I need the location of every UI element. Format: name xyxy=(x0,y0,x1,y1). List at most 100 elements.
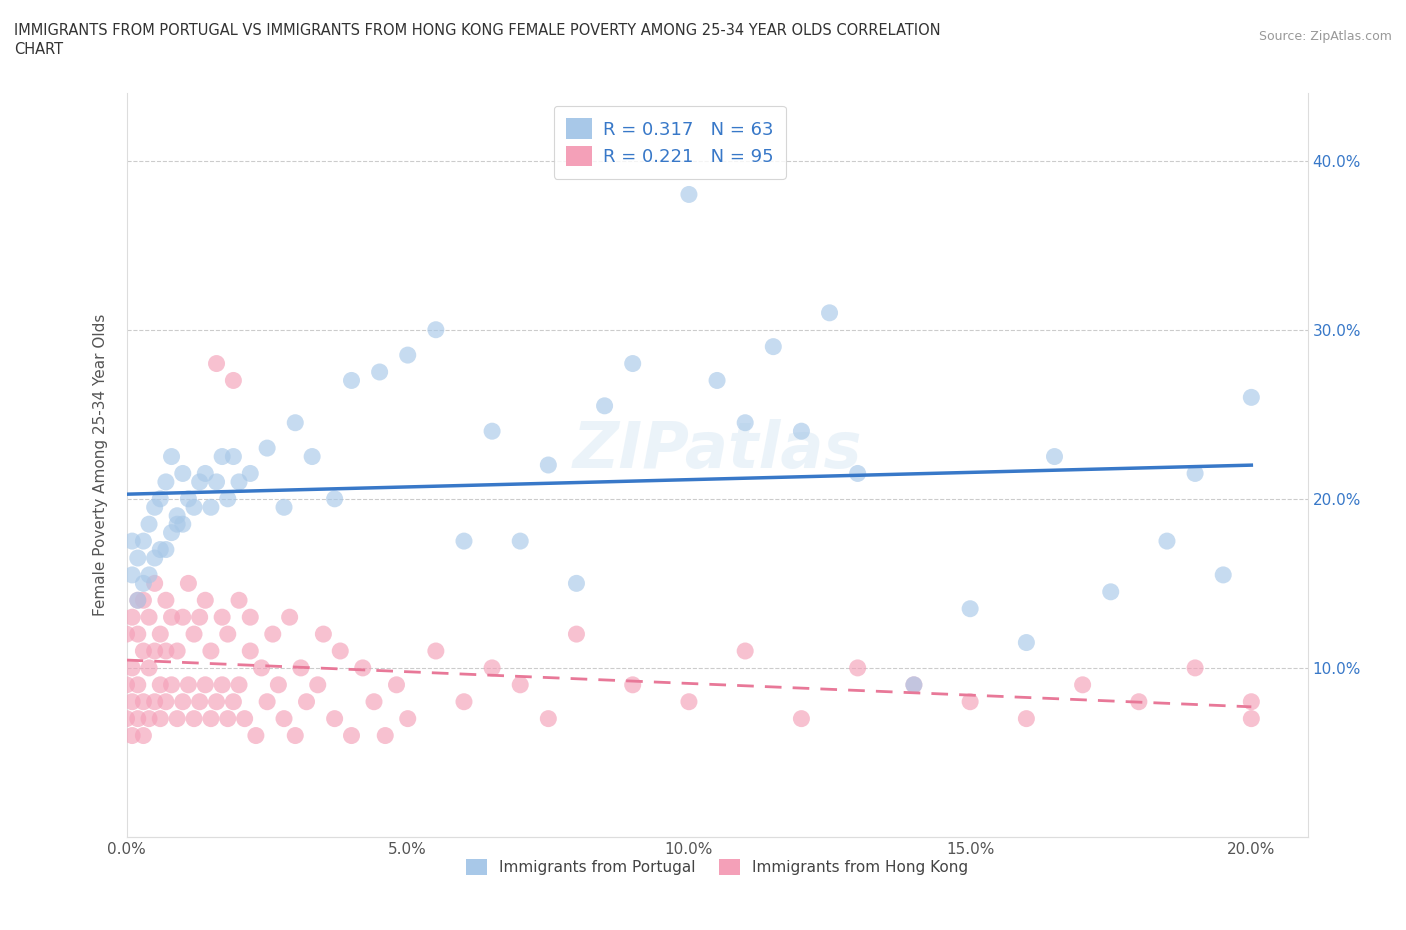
Point xyxy=(188,610,211,625)
Point xyxy=(1099,584,1122,599)
Point xyxy=(239,610,262,625)
Point xyxy=(143,576,166,591)
Point xyxy=(273,499,295,514)
Point xyxy=(127,592,149,607)
Point xyxy=(132,695,155,710)
Text: CHART: CHART xyxy=(14,42,63,57)
Point xyxy=(706,373,728,388)
Y-axis label: Female Poverty Among 25-34 Year Olds: Female Poverty Among 25-34 Year Olds xyxy=(93,313,108,617)
Point xyxy=(127,592,149,607)
Point xyxy=(363,695,385,710)
Text: Source: ZipAtlas.com: Source: ZipAtlas.com xyxy=(1258,30,1392,43)
Point xyxy=(621,677,644,692)
Point xyxy=(1212,567,1234,582)
Point xyxy=(155,592,177,607)
Point xyxy=(127,551,149,565)
Point xyxy=(323,711,346,726)
Point xyxy=(239,644,262,658)
Point xyxy=(1240,390,1263,405)
Point xyxy=(183,711,205,726)
Point xyxy=(256,695,278,710)
Point xyxy=(155,474,177,489)
Point xyxy=(537,711,560,726)
Point xyxy=(166,517,188,532)
Point xyxy=(565,576,588,591)
Point xyxy=(340,373,363,388)
Point xyxy=(1015,711,1038,726)
Point xyxy=(239,466,262,481)
Point xyxy=(217,711,239,726)
Point xyxy=(425,323,447,338)
Point xyxy=(228,474,250,489)
Point xyxy=(138,567,160,582)
Point xyxy=(200,499,222,514)
Point xyxy=(177,491,200,506)
Point xyxy=(329,644,352,658)
Point xyxy=(160,610,183,625)
Point xyxy=(846,660,869,675)
Point xyxy=(301,449,323,464)
Point xyxy=(256,441,278,456)
Point xyxy=(121,567,143,582)
Point xyxy=(183,499,205,514)
Point xyxy=(127,677,149,692)
Point xyxy=(481,424,503,439)
Point xyxy=(290,660,312,675)
Point xyxy=(453,534,475,549)
Point xyxy=(200,644,222,658)
Point xyxy=(374,728,396,743)
Point xyxy=(155,644,177,658)
Point xyxy=(228,592,250,607)
Point xyxy=(211,449,233,464)
Point xyxy=(959,602,981,617)
Point xyxy=(678,187,700,202)
Point xyxy=(565,627,588,642)
Point xyxy=(284,728,307,743)
Point xyxy=(233,711,256,726)
Point xyxy=(323,491,346,506)
Point xyxy=(903,677,925,692)
Point xyxy=(222,449,245,464)
Point xyxy=(352,660,374,675)
Point xyxy=(138,517,160,532)
Point xyxy=(295,695,318,710)
Point xyxy=(132,534,155,549)
Point xyxy=(149,677,172,692)
Point xyxy=(396,711,419,726)
Point xyxy=(481,660,503,675)
Point xyxy=(143,551,166,565)
Point xyxy=(273,711,295,726)
Point xyxy=(262,627,284,642)
Point xyxy=(127,627,149,642)
Point xyxy=(903,677,925,692)
Point xyxy=(205,695,228,710)
Point xyxy=(278,610,301,625)
Point xyxy=(160,525,183,540)
Point xyxy=(194,677,217,692)
Point xyxy=(267,677,290,692)
Point xyxy=(121,695,143,710)
Point xyxy=(166,509,188,524)
Point xyxy=(143,499,166,514)
Point xyxy=(172,610,194,625)
Point xyxy=(537,458,560,472)
Point xyxy=(138,660,160,675)
Point xyxy=(132,728,155,743)
Point xyxy=(149,627,172,642)
Point xyxy=(846,466,869,481)
Point xyxy=(1184,466,1206,481)
Point xyxy=(166,711,188,726)
Point xyxy=(1015,635,1038,650)
Point xyxy=(1240,711,1263,726)
Point xyxy=(250,660,273,675)
Point xyxy=(1043,449,1066,464)
Point xyxy=(132,592,155,607)
Point xyxy=(166,644,188,658)
Point xyxy=(132,644,155,658)
Point xyxy=(200,711,222,726)
Point xyxy=(340,728,363,743)
Point xyxy=(115,677,138,692)
Point xyxy=(177,576,200,591)
Point xyxy=(115,627,138,642)
Point xyxy=(132,576,155,591)
